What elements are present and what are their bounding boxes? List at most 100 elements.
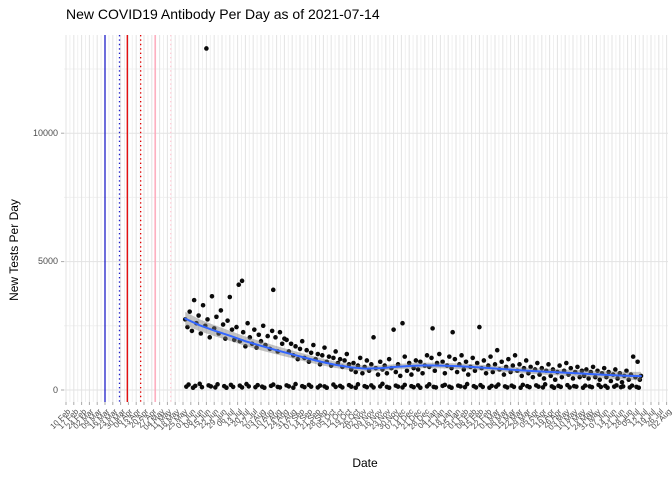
data-point [510,363,516,368]
data-point [391,327,396,332]
data-point [615,376,620,381]
data-point [284,337,289,343]
data-point [299,338,305,344]
data-point [459,353,464,358]
data-point [613,367,618,372]
data-point [606,369,611,375]
data-point [247,335,253,340]
data-point [384,371,390,376]
data-point [337,356,343,362]
data-point [526,371,531,376]
data-point [260,323,266,329]
data-point [442,371,448,376]
data-point [499,359,504,365]
data-point [508,369,513,375]
data-point [395,362,401,367]
data-point [364,384,370,390]
data-point [295,356,301,362]
data-point [629,383,635,388]
data-point [192,383,198,389]
data-point [550,367,556,372]
data-point [265,333,270,339]
data-point [458,384,463,389]
data-point [234,324,239,330]
data-point [236,282,242,288]
data-point [355,382,361,387]
data-point [539,365,545,371]
data-point [597,377,603,383]
data-point [191,297,197,303]
data-point [489,383,494,389]
data-point [371,385,376,390]
data-point [375,372,381,377]
data-point [351,360,356,366]
data-point [496,382,501,387]
data-point [537,372,542,377]
data-point [557,363,562,368]
data-point [270,287,276,293]
y-tick-label-10000: 10000 [32,128,58,138]
data-point [297,346,303,352]
data-point [411,365,416,371]
data-point [551,385,557,390]
data-point [413,358,419,363]
data-point [230,384,236,390]
data-point [473,385,479,390]
data-point [558,384,564,390]
data-point [528,364,533,370]
data-point [288,341,294,347]
data-point [255,382,260,388]
data-point [504,385,510,390]
data-point [436,351,442,357]
data-point [608,378,614,384]
data-point [223,336,228,341]
data-point [382,363,387,368]
data-point [311,342,316,348]
data-point [208,384,214,389]
data-point [333,349,338,354]
data-point [207,335,213,340]
data-point [624,368,629,374]
y-axis-title: New Tests Per Day [7,199,21,301]
data-point [584,367,589,372]
data-point [415,367,421,372]
data-point [601,365,607,371]
data-point [579,368,585,374]
data-point [450,329,455,335]
data-point [227,294,233,300]
data-point [568,365,574,371]
data-point [324,385,330,390]
data-point [198,331,204,336]
data-point [492,362,498,367]
data-point [196,313,201,318]
data-point [386,385,392,390]
data-point [614,383,619,388]
data-point [512,353,518,358]
data-point [397,373,403,379]
data-point [293,344,298,349]
data-point [452,356,458,362]
data-point [326,354,332,359]
data-point [204,46,209,51]
data-point [239,278,245,284]
data-point [454,369,460,375]
data-point [322,345,327,350]
data-point [344,351,350,357]
data-point [218,308,224,313]
data-point [308,384,314,389]
data-point [434,360,440,366]
data-point [319,353,325,358]
data-point [254,345,259,350]
data-point [548,373,554,379]
data-point [199,384,205,390]
y-tick-label-5000: 5000 [37,256,58,266]
data-point [315,351,321,357]
data-point [564,360,569,366]
data-point [637,377,643,383]
data-point [402,354,408,359]
data-point [224,385,229,390]
data-point [592,374,598,380]
data-point [231,337,237,343]
data-point [511,384,517,390]
